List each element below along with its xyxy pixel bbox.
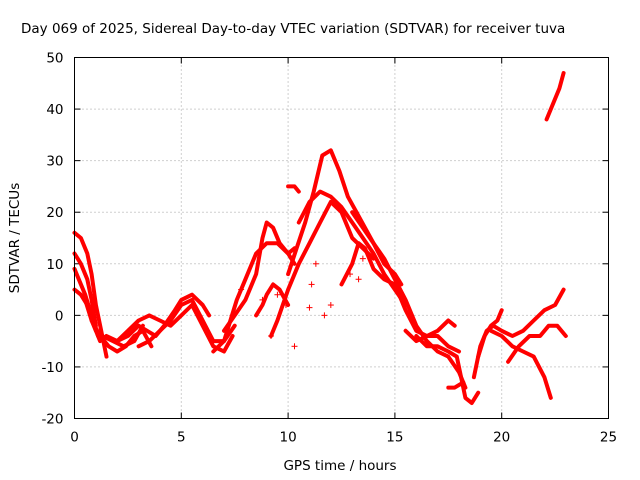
y-axis-label: SDTVAR / TECUs <box>7 183 23 293</box>
data-point <box>359 255 366 262</box>
chart-title: Day 069 of 2025, Sidereal Day-to-day VTE… <box>21 21 565 37</box>
data-point <box>347 271 354 278</box>
series-trace-s19 <box>403 318 457 344</box>
y-tick-label: 0 <box>55 308 64 324</box>
x-tick-label: 10 <box>280 430 297 446</box>
series-trace-s9 <box>136 297 237 349</box>
data-point <box>259 296 266 303</box>
series-trace-s2 <box>72 251 98 328</box>
data-point <box>229 312 236 319</box>
data-point <box>268 332 275 339</box>
series-trace-s26 <box>544 71 566 122</box>
series-trace-s12 <box>254 282 291 318</box>
x-tick-label: 15 <box>386 430 403 446</box>
x-tick-label: 5 <box>177 430 186 446</box>
data-point <box>282 302 289 309</box>
series-trace-s15 <box>296 189 408 307</box>
data-point <box>274 291 281 298</box>
y-tick-label: 20 <box>46 205 63 221</box>
series-trace-s17 <box>339 241 461 354</box>
series-trace-s13 <box>269 199 376 338</box>
y-tick-label: 10 <box>46 257 63 273</box>
x-axis-label: GPS time / hours <box>283 458 396 474</box>
x-tick-label: 0 <box>70 430 79 446</box>
data-point <box>355 276 362 283</box>
data-layer <box>72 71 568 405</box>
series-trace-s16 <box>286 184 301 194</box>
y-tick-label: -10 <box>41 360 63 376</box>
data-point <box>308 281 315 288</box>
series-trace-s25 <box>506 323 568 364</box>
y-tick-label: 30 <box>46 154 63 170</box>
series-trace-s11 <box>222 220 297 333</box>
data-point <box>312 260 319 267</box>
series-trace-s23 <box>476 308 504 359</box>
grid <box>74 57 609 419</box>
y-tick-label: 40 <box>46 102 63 118</box>
x-tick-label: 20 <box>493 430 510 446</box>
y-tick-label: -20 <box>41 412 63 428</box>
x-tick-label: 25 <box>600 430 617 446</box>
series-trace-s24 <box>489 328 553 400</box>
y-tick-label: 50 <box>46 51 63 67</box>
data-point <box>306 304 313 311</box>
data-point <box>291 343 298 350</box>
data-point <box>238 286 245 293</box>
series-trace-s14 <box>286 148 404 287</box>
data-point <box>327 302 334 309</box>
series-trace-s20 <box>414 334 481 405</box>
series-trace-s21 <box>446 380 466 390</box>
data-point <box>321 312 328 319</box>
axis-ticks: 0 5 10 15 20 25 -20 -10 0 10 20 30 40 50 <box>41 51 617 446</box>
plot-frame <box>74 57 609 419</box>
series-trace-s18 <box>350 210 468 390</box>
series-trace-s6 <box>89 318 154 354</box>
